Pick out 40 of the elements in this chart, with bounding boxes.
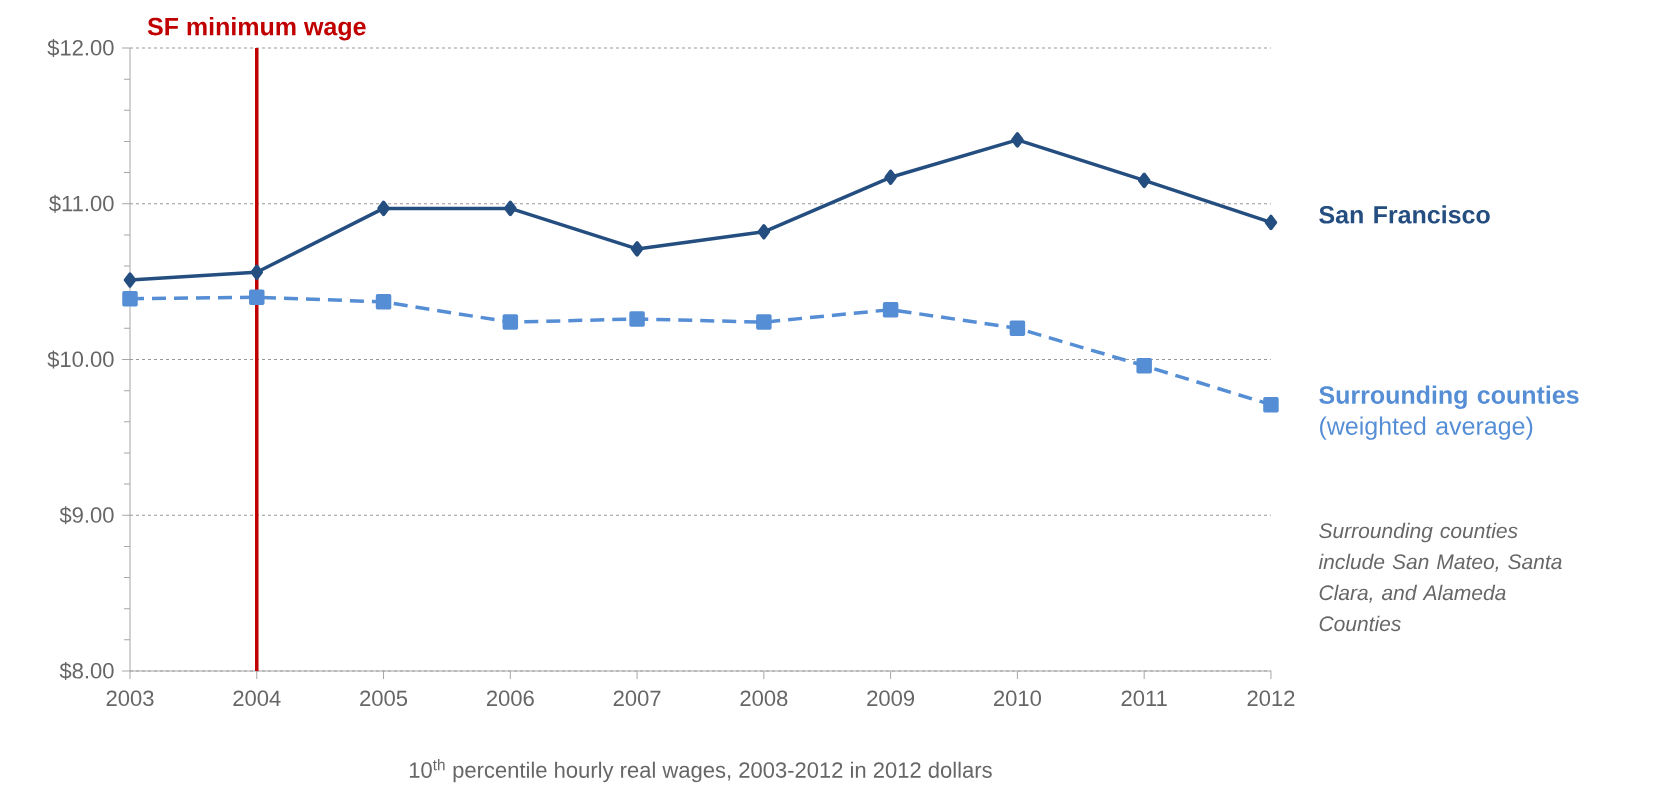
point xyxy=(629,311,645,327)
x-tick-label: 2010 xyxy=(994,690,1041,707)
point xyxy=(250,264,264,281)
y-tick-label: $9.00 xyxy=(59,506,114,525)
x-axis-title: 10$^{th}$ percentile hourly real wages, 2003-2012 in 2012 dollars xyxy=(409,758,992,783)
point xyxy=(1136,357,1152,374)
y-tick-label: $12.00 xyxy=(47,39,114,57)
point xyxy=(504,200,517,217)
x-tick-label: 2011 xyxy=(1121,690,1167,707)
point xyxy=(1264,214,1278,231)
point xyxy=(757,224,771,240)
point xyxy=(1137,172,1151,189)
series-label: Surrounding counties (weighted average) xyxy=(1319,385,1579,440)
point xyxy=(884,169,897,186)
point xyxy=(630,241,644,257)
x-tick-label: 2004 xyxy=(233,690,281,707)
series-label: San Francisco xyxy=(1319,205,1490,224)
text: Surrounding counties include San Mateo, Santa Clara, and Alameda Counties xyxy=(1318,522,1562,632)
point xyxy=(375,294,392,310)
x-tick-label: 2009 xyxy=(867,690,915,707)
x-tick-label: 2008 xyxy=(740,690,788,707)
point xyxy=(502,314,519,330)
point xyxy=(1011,132,1024,148)
point xyxy=(122,291,138,307)
point xyxy=(249,289,265,305)
point xyxy=(1009,320,1026,337)
x-tick-label: 2003 xyxy=(106,690,154,707)
point xyxy=(377,200,390,217)
y-tick-label: $8.00 xyxy=(59,662,114,680)
ref-line-label: SF minimum wage xyxy=(147,17,366,41)
x-tick-label: 2012 xyxy=(1247,690,1295,707)
x-tick-label: 2005 xyxy=(360,690,408,707)
y-tick-label: $10.00 xyxy=(47,350,114,369)
point xyxy=(756,314,772,330)
point xyxy=(123,272,137,288)
x-tick-label: 2006 xyxy=(486,690,534,707)
point xyxy=(882,301,899,318)
y-tick-label: $11.00 xyxy=(49,194,114,213)
x-tick-label: 2007 xyxy=(613,690,661,707)
point xyxy=(1263,396,1279,413)
